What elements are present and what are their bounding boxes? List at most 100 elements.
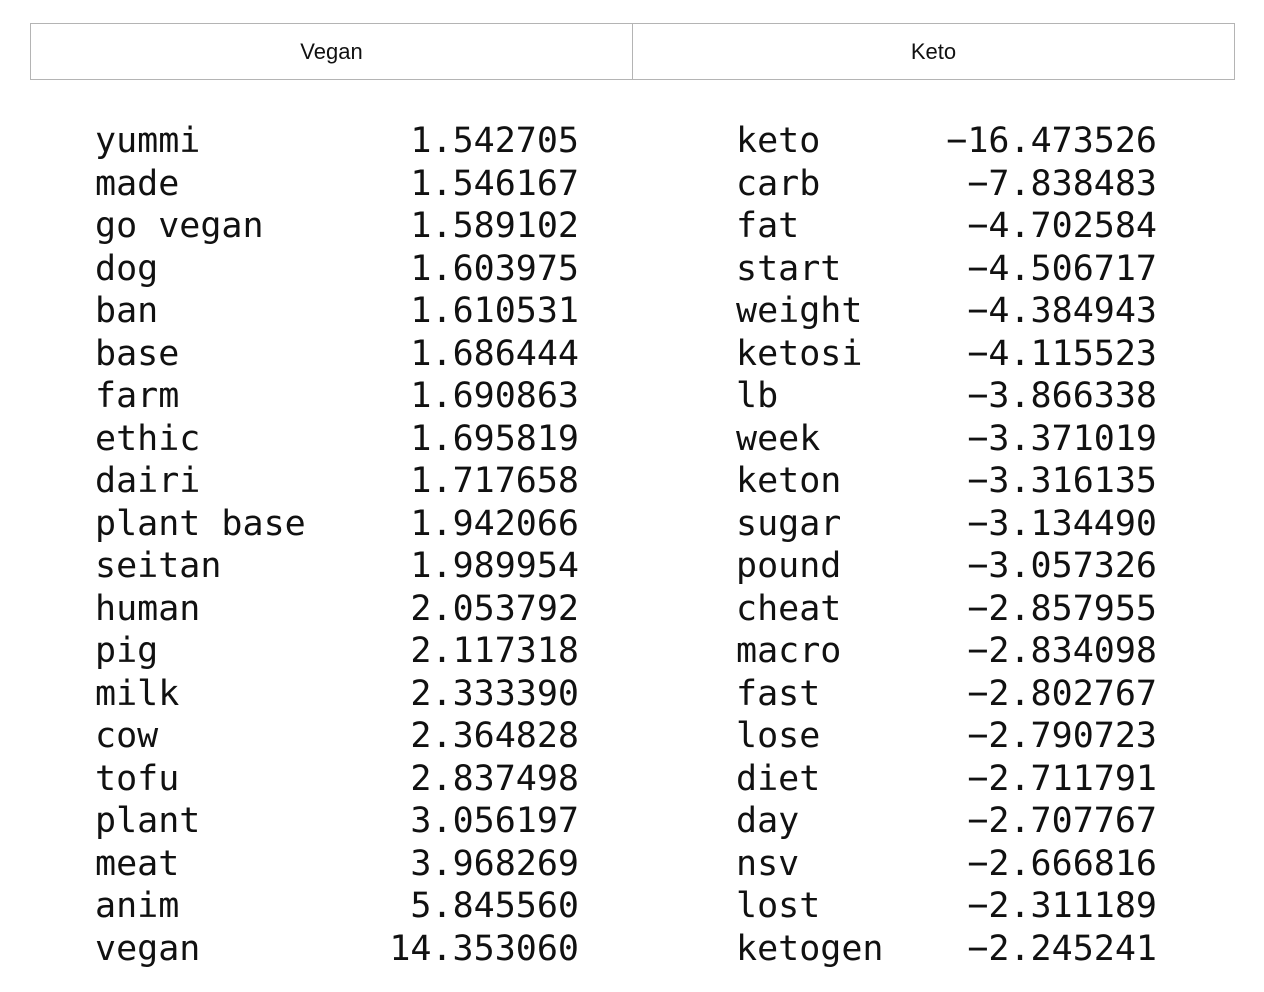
term-label: made <box>95 163 180 204</box>
term-coefficient: −3.371019 <box>967 418 1157 459</box>
term-label: carb <box>736 163 821 204</box>
term-label: vegan <box>95 928 201 969</box>
vegan-term-list: yummi 1.542705 made 1.546167 go vegan 1.58910… <box>95 120 579 970</box>
vegan-term-row: anim 5.845560 <box>95 885 579 928</box>
vegan-term-row: go vegan 1.589102 <box>95 205 579 248</box>
term-coefficient: 1.686444 <box>410 333 579 374</box>
term-coefficient: 3.968269 <box>410 843 579 884</box>
term-coefficient: 5.845560 <box>410 886 579 926</box>
term-label: fast <box>736 673 821 714</box>
term-label: human <box>95 588 201 629</box>
header-keto: Keto <box>632 24 1234 79</box>
term-coefficient: −2.711791 <box>967 758 1157 799</box>
term-label: sugar <box>736 503 842 544</box>
vegan-term-row: human 2.053792 <box>95 588 579 631</box>
keto-term-row: lose −2.790723 <box>736 715 1157 758</box>
term-label: farm <box>95 376 180 416</box>
vegan-term-row: vegan 14.353060 <box>95 928 579 971</box>
header-table: Vegan Keto <box>30 23 1235 80</box>
keto-term-row: start −4.506717 <box>736 248 1157 291</box>
term-label: pound <box>736 546 842 586</box>
term-label: yummi <box>95 121 201 161</box>
term-label: keton <box>736 461 842 501</box>
term-label: diet <box>736 758 821 799</box>
term-label: lb <box>736 376 779 416</box>
term-coefficient: −3.866338 <box>967 376 1157 416</box>
keto-term-row: carb −7.838483 <box>736 163 1157 206</box>
term-label: dairi <box>95 461 201 501</box>
keto-term-row: ketogen −2.245241 <box>736 928 1157 971</box>
keto-term-row: day −2.707767 <box>736 800 1157 843</box>
keto-term-row: sugar −3.134490 <box>736 503 1157 546</box>
term-coefficient: 1.542705 <box>410 121 579 161</box>
vegan-term-row: ethic 1.695819 <box>95 418 579 461</box>
term-label: go vegan <box>95 206 264 246</box>
term-label: lose <box>736 716 821 756</box>
vegan-term-row: milk 2.333390 <box>95 673 579 716</box>
term-coefficient: 3.056197 <box>410 801 579 841</box>
keto-term-row: nsv −2.666816 <box>736 843 1157 886</box>
term-coefficient: 1.942066 <box>410 503 579 544</box>
term-label: week <box>736 418 821 459</box>
vegan-term-row: meat 3.968269 <box>95 843 579 886</box>
term-coefficient: 1.610531 <box>410 291 579 331</box>
term-coefficient: −2.790723 <box>967 716 1157 756</box>
vegan-term-row: base 1.686444 <box>95 333 579 376</box>
keto-term-row: lost −2.311189 <box>736 885 1157 928</box>
term-coefficient: −2.802767 <box>967 673 1157 714</box>
vegan-term-row: dairi 1.717658 <box>95 460 579 503</box>
keto-term-row: week −3.371019 <box>736 418 1157 461</box>
term-coefficient: 2.364828 <box>410 716 579 756</box>
term-coefficient: −4.384943 <box>967 291 1157 331</box>
term-coefficient: −3.316135 <box>967 461 1157 501</box>
term-coefficient: 1.546167 <box>410 163 579 204</box>
term-coefficient: −2.857955 <box>967 588 1157 629</box>
keto-term-row: diet −2.711791 <box>736 758 1157 801</box>
keto-term-row: lb −3.866338 <box>736 375 1157 418</box>
term-coefficient: 1.989954 <box>410 546 579 586</box>
term-label: macro <box>736 631 842 671</box>
term-label: ketosi <box>736 333 863 374</box>
term-label: weight <box>736 291 863 331</box>
term-coefficient: −7.838483 <box>967 163 1157 204</box>
term-coefficient: −16.473526 <box>946 121 1157 161</box>
vegan-term-row: pig 2.117318 <box>95 630 579 673</box>
term-label: plant base <box>95 503 306 544</box>
keto-term-row: fat −4.702584 <box>736 205 1157 248</box>
term-label: ethic <box>95 418 201 459</box>
vegan-term-row: made 1.546167 <box>95 163 579 206</box>
term-label: cow <box>95 716 159 756</box>
term-label: ketogen <box>736 928 884 969</box>
term-label: cheat <box>736 588 842 629</box>
term-coefficient: 1.603975 <box>410 248 579 289</box>
term-coefficient: −2.707767 <box>967 801 1157 841</box>
term-label: lost <box>736 886 821 926</box>
term-coefficient: 1.690863 <box>410 376 579 416</box>
term-coefficient: 1.695819 <box>410 418 579 459</box>
term-label: start <box>736 248 842 289</box>
term-label: fat <box>736 206 800 246</box>
term-coefficient: −2.666816 <box>967 843 1157 884</box>
vegan-term-row: ban 1.610531 <box>95 290 579 333</box>
keto-term-row: weight −4.384943 <box>736 290 1157 333</box>
keto-term-row: fast −2.802767 <box>736 673 1157 716</box>
vegan-term-row: dog 1.603975 <box>95 248 579 291</box>
vegan-term-row: tofu 2.837498 <box>95 758 579 801</box>
term-label: day <box>736 801 800 841</box>
term-coefficient: −4.506717 <box>967 248 1157 289</box>
term-label: plant <box>95 801 201 841</box>
vegan-term-row: seitan 1.989954 <box>95 545 579 588</box>
keto-term-list: keto −16.473526 carb −7.838483 fat −4.702584 s… <box>736 120 1157 970</box>
term-coefficient: −4.702584 <box>967 206 1157 246</box>
term-coefficient: −4.115523 <box>967 333 1157 374</box>
term-coefficient: 2.053792 <box>410 588 579 629</box>
term-coefficient: 14.353060 <box>389 928 579 969</box>
keto-term-row: keto −16.473526 <box>736 120 1157 163</box>
term-coefficient: −3.057326 <box>967 546 1157 586</box>
term-coefficient: −2.311189 <box>967 886 1157 926</box>
term-coefficient: −2.245241 <box>967 928 1157 969</box>
term-label: pig <box>95 631 159 671</box>
keto-term-row: macro −2.834098 <box>736 630 1157 673</box>
term-coefficient: 1.717658 <box>410 461 579 501</box>
term-coefficient: 1.589102 <box>410 206 579 246</box>
